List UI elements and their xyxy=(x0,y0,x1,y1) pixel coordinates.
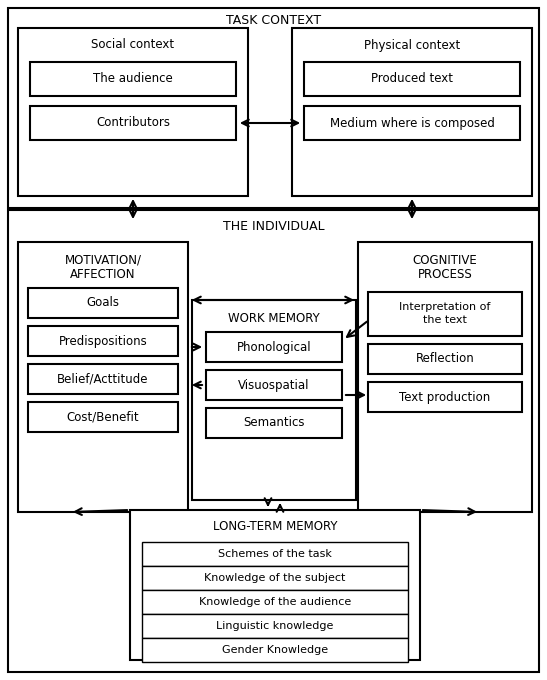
FancyBboxPatch shape xyxy=(358,242,532,512)
Text: Gender Knowledge: Gender Knowledge xyxy=(222,645,328,655)
FancyBboxPatch shape xyxy=(304,106,520,140)
Text: The audience: The audience xyxy=(93,73,173,86)
Text: Physical context: Physical context xyxy=(364,39,460,52)
Text: Schemes of the task: Schemes of the task xyxy=(218,549,332,559)
FancyBboxPatch shape xyxy=(142,590,408,614)
FancyBboxPatch shape xyxy=(30,62,236,96)
Text: Reflection: Reflection xyxy=(416,352,474,366)
Text: COGNITIVE: COGNITIVE xyxy=(412,254,478,267)
Text: MOTIVATION/: MOTIVATION/ xyxy=(65,254,142,267)
Text: Belief/Acttitude: Belief/Acttitude xyxy=(57,373,149,386)
FancyBboxPatch shape xyxy=(30,106,236,140)
FancyBboxPatch shape xyxy=(18,28,248,196)
FancyBboxPatch shape xyxy=(142,566,408,590)
Text: Goals: Goals xyxy=(86,296,119,309)
Text: Contributors: Contributors xyxy=(96,116,170,129)
FancyBboxPatch shape xyxy=(8,210,539,672)
FancyBboxPatch shape xyxy=(368,292,522,336)
FancyBboxPatch shape xyxy=(8,8,539,208)
FancyBboxPatch shape xyxy=(368,382,522,412)
Text: Interpretation of: Interpretation of xyxy=(399,302,491,312)
FancyBboxPatch shape xyxy=(142,638,408,662)
FancyBboxPatch shape xyxy=(368,344,522,374)
Text: PROCESS: PROCESS xyxy=(417,269,473,282)
Text: Linguistic knowledge: Linguistic knowledge xyxy=(216,621,334,631)
Text: LONG-TERM MEMORY: LONG-TERM MEMORY xyxy=(213,520,337,532)
Text: AFFECTION: AFFECTION xyxy=(70,269,136,282)
Text: Knowledge of the audience: Knowledge of the audience xyxy=(199,597,351,607)
FancyBboxPatch shape xyxy=(206,332,342,362)
FancyBboxPatch shape xyxy=(142,614,408,638)
FancyBboxPatch shape xyxy=(304,62,520,96)
Text: Visuospatial: Visuospatial xyxy=(238,379,310,392)
FancyBboxPatch shape xyxy=(206,408,342,438)
FancyBboxPatch shape xyxy=(142,542,408,566)
FancyBboxPatch shape xyxy=(28,402,178,432)
Text: Knowledge of the subject: Knowledge of the subject xyxy=(205,573,346,583)
FancyBboxPatch shape xyxy=(130,510,420,660)
Text: Social context: Social context xyxy=(91,39,174,52)
FancyBboxPatch shape xyxy=(18,242,188,512)
Text: Medium where is composed: Medium where is composed xyxy=(329,116,494,129)
Text: the text: the text xyxy=(423,315,467,325)
Text: Cost/Benefit: Cost/Benefit xyxy=(67,411,139,424)
Text: WORK MEMORY: WORK MEMORY xyxy=(228,311,320,324)
FancyBboxPatch shape xyxy=(28,326,178,356)
Text: TASK CONTEXT: TASK CONTEXT xyxy=(226,14,322,27)
Text: Text production: Text production xyxy=(399,390,491,403)
Text: Phonological: Phonological xyxy=(237,341,311,354)
Text: Produced text: Produced text xyxy=(371,73,453,86)
FancyBboxPatch shape xyxy=(28,364,178,394)
FancyBboxPatch shape xyxy=(192,300,356,500)
Text: THE INDIVIDUAL: THE INDIVIDUAL xyxy=(223,220,325,233)
Text: Predispositions: Predispositions xyxy=(59,335,147,347)
FancyBboxPatch shape xyxy=(28,288,178,318)
FancyBboxPatch shape xyxy=(292,28,532,196)
Text: Semantics: Semantics xyxy=(243,416,305,430)
FancyBboxPatch shape xyxy=(206,370,342,400)
